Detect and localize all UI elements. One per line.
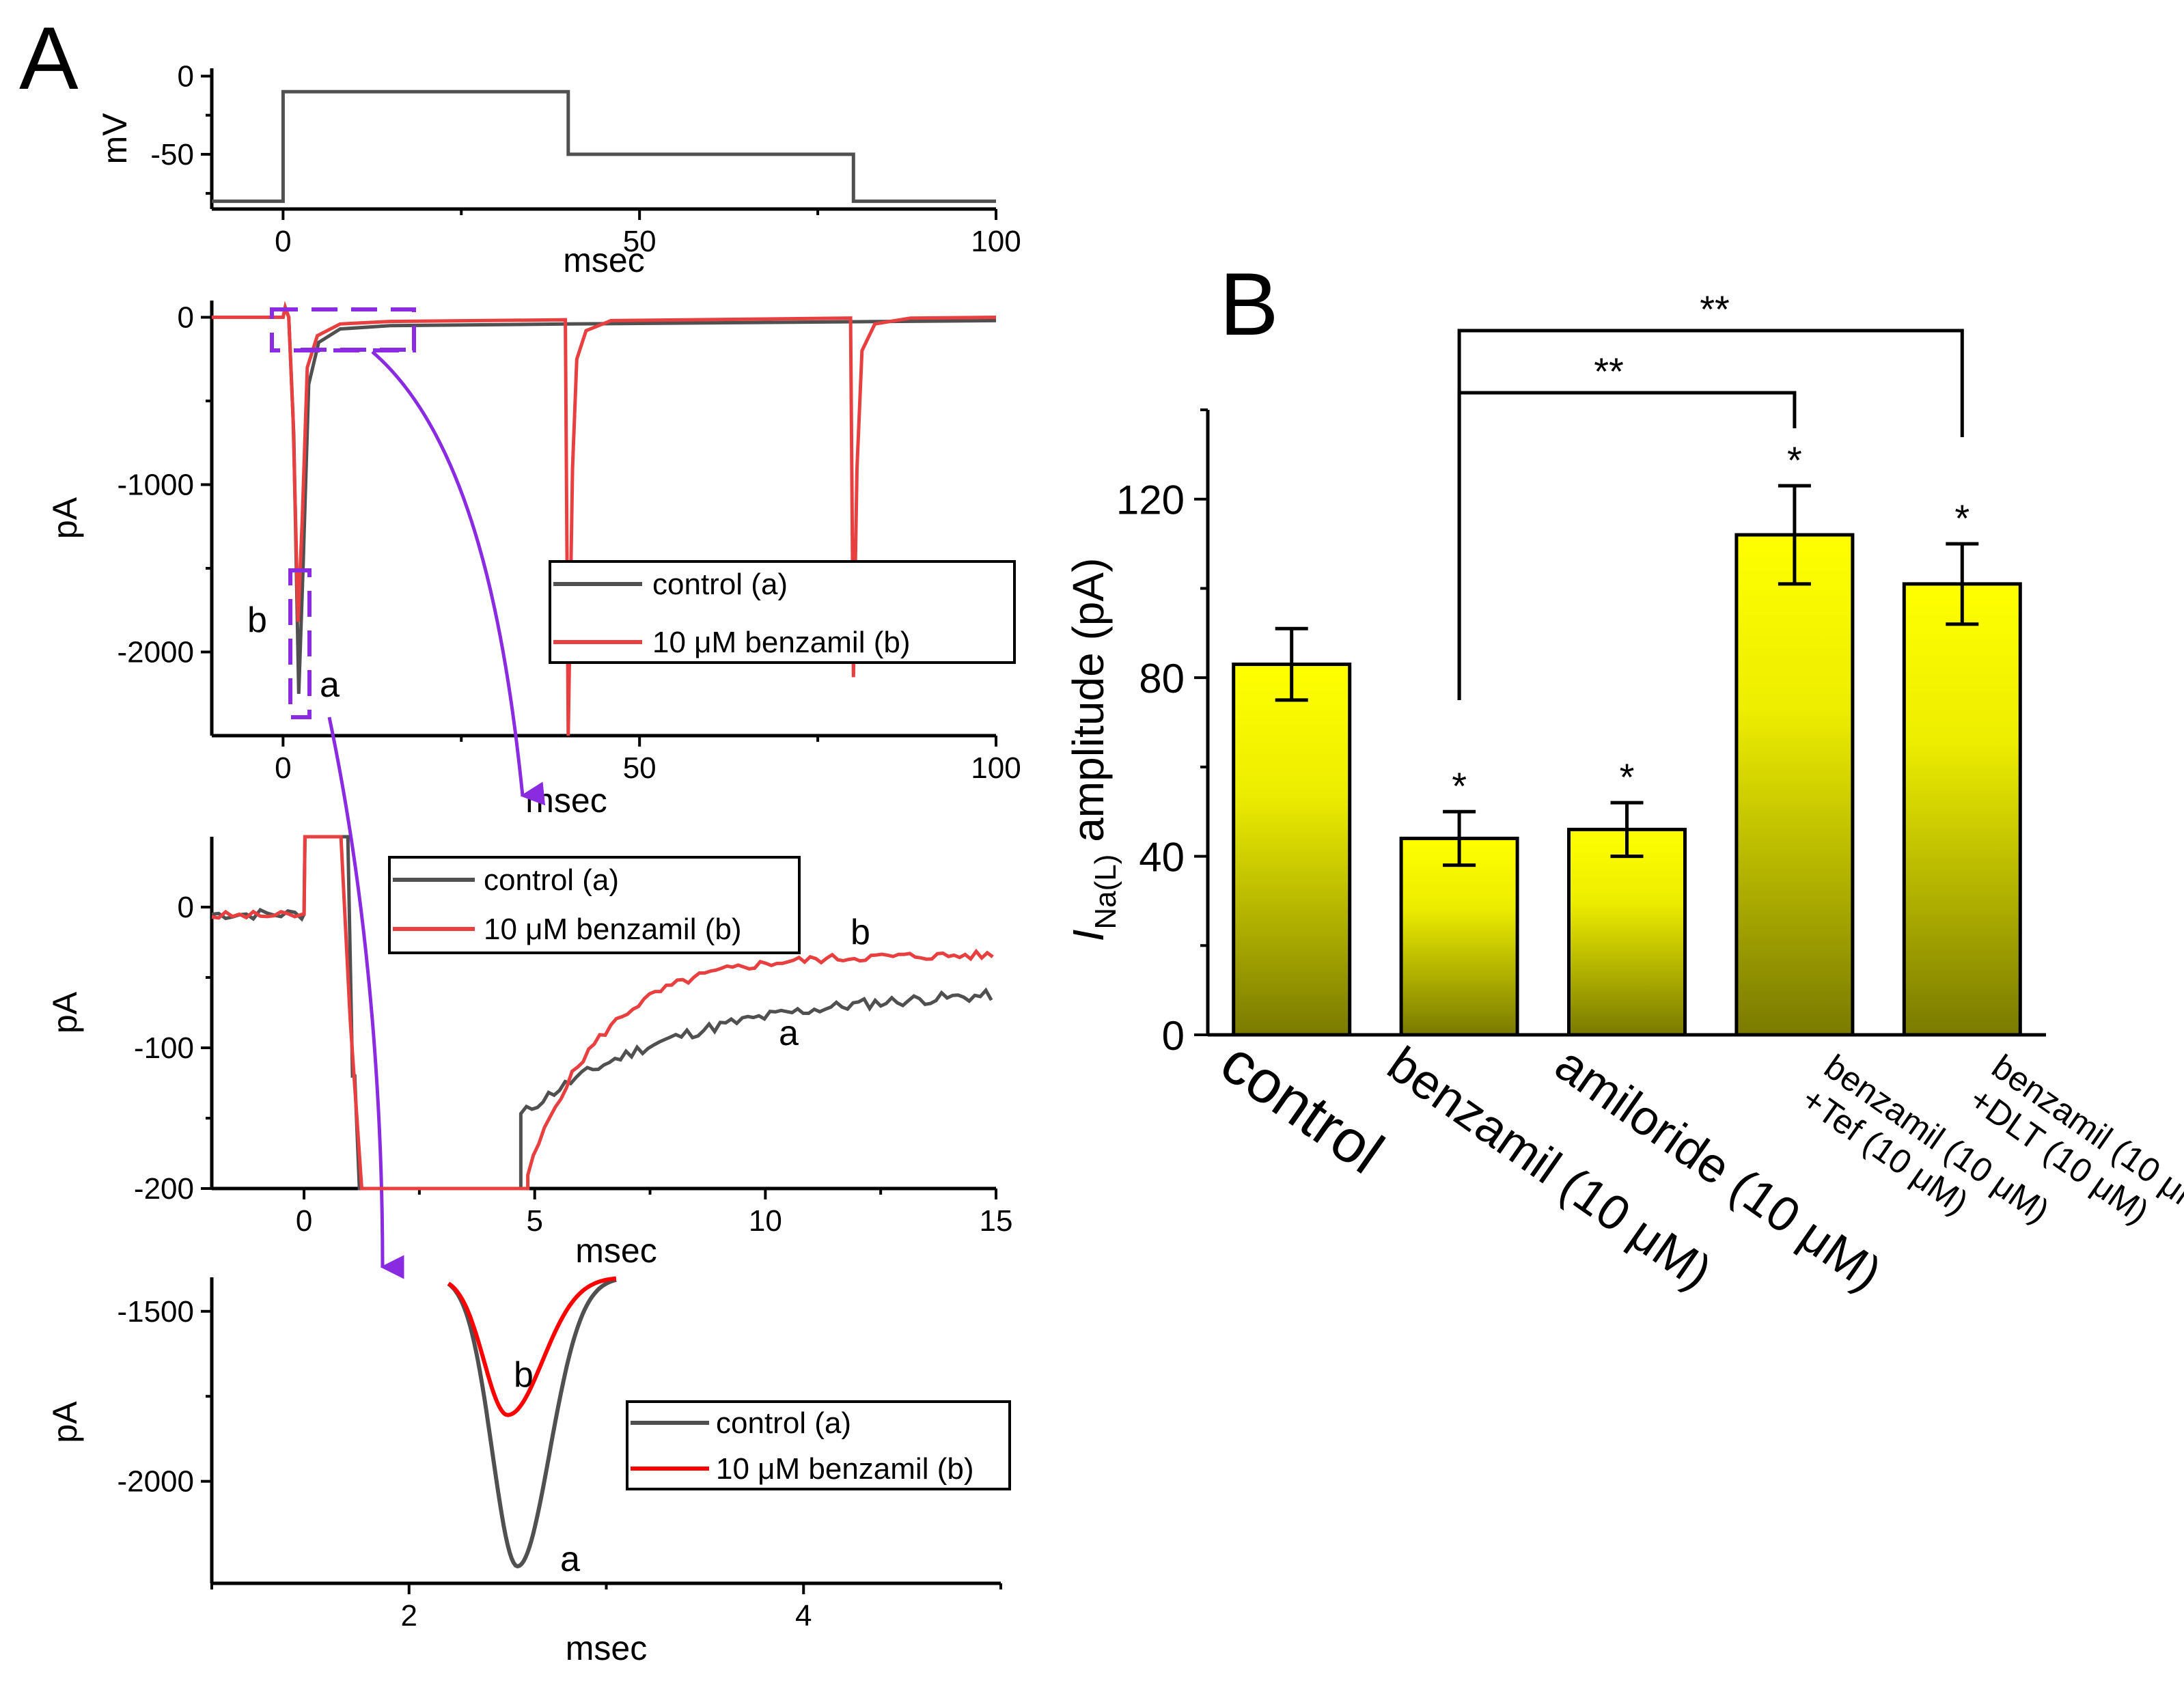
bar-y-label: INa(L) amplitude (pA) xyxy=(1064,558,1122,942)
late-legend-benzamil-label: 10 μM benzamil (b) xyxy=(484,913,741,946)
late-trace-label-a: a xyxy=(779,1014,799,1053)
current-zoom-peak-y-label: pA xyxy=(46,1401,84,1443)
zoom-arrow-late xyxy=(371,350,546,806)
late-legend-box xyxy=(388,856,801,954)
current-zoom-late-plot: 0 5 10 15 0 -100 -200 msec pA xyxy=(46,835,1013,1270)
voltage-protocol-y-tick-label: -50 xyxy=(150,138,194,171)
current-zoom-late-x-tick-label: 10 xyxy=(749,1204,782,1238)
current-zoom-late-x-tick-label: 15 xyxy=(980,1204,1013,1238)
bar xyxy=(1232,663,1352,1037)
voltage-protocol-x-tick-label: 50 xyxy=(623,225,656,258)
peak-trace-label-a: a xyxy=(560,1540,580,1579)
current-overview-y-tick-label: -2000 xyxy=(117,636,194,669)
current-zoom-peak-x-tick-label: 2 xyxy=(401,1599,417,1633)
bar-y-label-sub: Na(L) xyxy=(1089,855,1122,930)
late-trace-label-b: b xyxy=(851,913,870,952)
zoom-box-peak xyxy=(288,568,312,719)
bar xyxy=(1567,827,1687,1037)
bar-significance-mark: * xyxy=(1787,439,1802,482)
current-overview-x-label: msec xyxy=(525,781,607,820)
current-zoom-late-y-label: pA xyxy=(46,991,84,1033)
panel-label-b: B xyxy=(1219,254,1279,354)
bar-significance-mark: * xyxy=(1620,755,1635,798)
current-zoom-late-y-tick-label: 0 xyxy=(178,891,194,924)
current-zoom-late-x-tick-label: 5 xyxy=(526,1204,542,1238)
bar-significance-mark: * xyxy=(1452,764,1467,807)
peak-legend-control-label: control (a) xyxy=(716,1406,851,1440)
bar-y-tick-label: 40 xyxy=(1139,835,1185,880)
panel-label-a: A xyxy=(19,8,79,108)
current-overview-x-tick-label: 50 xyxy=(623,751,656,785)
zoom-indicators xyxy=(270,307,416,719)
bar-category-label: control xyxy=(1209,1027,1396,1186)
bar-y-tick-label: 120 xyxy=(1116,477,1185,523)
bar-significance-mark: * xyxy=(1954,497,1969,540)
bar-category-label-line: control xyxy=(1209,1027,1396,1186)
current-overview-x-tick-label: 100 xyxy=(971,751,1021,785)
peak-control-trace xyxy=(447,1277,617,1569)
late-legend-control-label: control (a) xyxy=(484,863,619,897)
significance-bracket-label: ** xyxy=(1594,350,1624,393)
bar-y-label-rest: amplitude (pA) xyxy=(1064,558,1113,855)
bar-category-label: benzamil (10 μM)+DLT (10 μM) xyxy=(1963,1047,2184,1263)
overview-legend: control (a) 10 μM benzamil (b) xyxy=(549,560,1016,664)
current-overview-y-tick-label: 0 xyxy=(178,301,194,335)
significance-bracket-label: ** xyxy=(1700,288,1730,331)
peak-legend: control (a) 10 μM benzamil (b) xyxy=(626,1400,1011,1490)
current-overview-y-label: pA xyxy=(46,497,84,539)
current-zoom-late-y-tick-label: -100 xyxy=(134,1031,194,1065)
bar-y-tick-label: 80 xyxy=(1139,656,1185,701)
zoom-arrow-peak xyxy=(327,717,404,1279)
overview-legend-box xyxy=(549,560,1016,664)
current-zoom-peak-x-label: msec xyxy=(566,1629,647,1667)
voltage-trace xyxy=(212,89,996,204)
overview-legend-control-label: control (a) xyxy=(652,568,788,601)
voltage-protocol-x-tick-label: 0 xyxy=(275,225,291,258)
peak-benzamil-trace xyxy=(447,1276,617,1417)
current-overview-y-tick-label: -1000 xyxy=(117,469,194,502)
current-overview-x-tick-label: 0 xyxy=(275,751,291,785)
current-zoom-peak-y-tick-label: -2000 xyxy=(117,1465,194,1499)
voltage-protocol-plot: 0 50 100 0 -50 msec mV xyxy=(96,59,1021,279)
current-zoom-peak-plot: 2 4 -1500 -2000 msec pA xyxy=(46,1276,1002,1667)
bar-y-tick-label: 0 xyxy=(1162,1013,1185,1059)
bar-y-label-main: I xyxy=(1064,929,1113,941)
peak-legend-box xyxy=(626,1400,1011,1490)
significance-bracket xyxy=(1457,329,1964,700)
overview-trace-label-a: a xyxy=(320,665,340,705)
overview-legend-benzamil-label: 10 μM benzamil (b) xyxy=(652,626,910,659)
current-zoom-late-x-tick-label: 0 xyxy=(296,1204,312,1238)
bar-summary-plot: 0 40 80 120 INa(L) amplitude (pA) control * ben… xyxy=(1064,288,2184,1301)
peak-trace-label-b: b xyxy=(514,1355,534,1395)
overview-benzamil-trace xyxy=(212,301,997,736)
bar xyxy=(1734,533,1855,1037)
current-zoom-peak-y-tick-label: -1500 xyxy=(117,1295,194,1329)
voltage-protocol-y-label: mV xyxy=(96,113,134,165)
voltage-protocol-y-tick-label: 0 xyxy=(178,59,194,93)
bar xyxy=(1902,582,2022,1037)
current-zoom-peak-x-tick-label: 4 xyxy=(795,1599,812,1633)
peak-legend-benzamil-label: 10 μM benzamil (b) xyxy=(716,1452,973,1486)
late-legend: control (a) 10 μM benzamil (b) xyxy=(388,856,801,954)
bar xyxy=(1399,836,1519,1037)
voltage-protocol-x-tick-label: 100 xyxy=(971,225,1021,258)
current-zoom-late-y-tick-label: -200 xyxy=(134,1172,194,1206)
late-benzamil-trace xyxy=(211,835,994,1191)
voltage-protocol-x-label: msec xyxy=(563,241,644,279)
current-zoom-late-x-label: msec xyxy=(575,1232,656,1270)
overview-trace-label-b: b xyxy=(247,600,267,640)
